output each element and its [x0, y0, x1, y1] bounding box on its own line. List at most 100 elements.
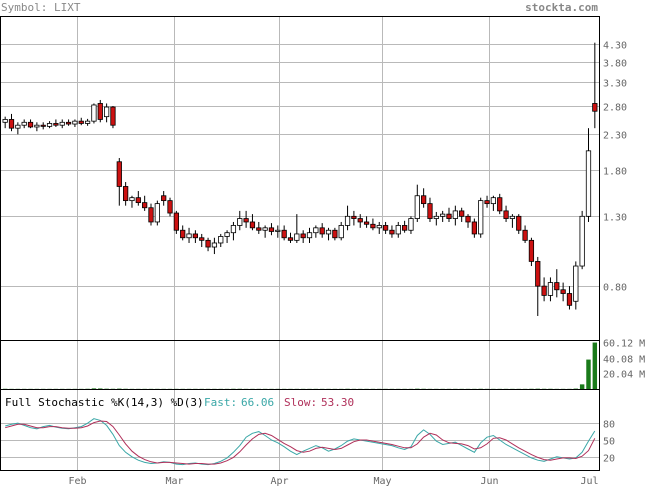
candle-body	[395, 225, 401, 235]
candle-body	[382, 225, 389, 231]
month-label-mar: Mar	[165, 476, 183, 486]
candle-body	[15, 124, 21, 129]
candle-body	[192, 233, 199, 239]
candle-body	[370, 223, 376, 229]
candle-body	[281, 229, 287, 239]
candle-body	[256, 227, 262, 231]
candle-body	[414, 195, 420, 219]
volume-bar	[415, 388, 420, 390]
candle-body	[2, 119, 8, 123]
candle-body	[142, 202, 148, 209]
price-tick-label: 2.30	[603, 131, 627, 142]
month-label-apr: Apr	[270, 476, 288, 486]
candle-body	[59, 121, 65, 126]
candle-body	[84, 120, 91, 124]
candle-body	[199, 237, 205, 241]
candle-body	[503, 210, 509, 219]
brand-label[interactable]: stockta.com	[525, 1, 598, 14]
price-tick-label: 3.30	[603, 79, 627, 90]
month-label-feb: Feb	[68, 476, 86, 486]
candle-body	[363, 221, 370, 225]
candle-body	[249, 221, 256, 229]
price-tick-label: 1.30	[603, 213, 627, 224]
volume-bar	[579, 384, 585, 389]
volume-bars	[2, 342, 598, 390]
price-tick-label: 0.80	[603, 283, 627, 294]
candle-body	[446, 213, 452, 219]
candle-body	[357, 218, 363, 223]
candle-body	[319, 227, 325, 235]
fast-value: 66.06	[241, 396, 274, 409]
candle-body	[497, 197, 503, 212]
candle-body	[344, 215, 351, 226]
candle-body	[154, 203, 160, 223]
candle-body	[528, 239, 535, 262]
slow-value: 53.30	[321, 396, 354, 409]
price-panel-border	[0, 16, 600, 341]
volume-tick-label: 40.08 M	[603, 355, 645, 366]
candle-body	[262, 227, 268, 231]
candle-body	[72, 120, 78, 125]
stochastic-tick-label: 50	[603, 437, 615, 448]
month-label-jun: Jun	[480, 476, 498, 486]
volume-tick-label: 20.04 M	[603, 370, 645, 381]
candle-body	[161, 195, 167, 202]
grid	[1, 17, 599, 470]
volume-bar	[98, 388, 103, 389]
candle-body	[471, 221, 477, 235]
candle-body	[78, 120, 84, 124]
candle-body	[129, 197, 135, 202]
stochastic-tick-label: 80	[603, 420, 615, 431]
candle-body	[535, 261, 541, 287]
candle-body	[516, 215, 522, 231]
axis-labels: Feb Mar Apr May Jun Jul 4.30 3.80 3.30 2.80 2.30 1.…	[68, 41, 645, 486]
price-tick-label: 2.80	[603, 103, 627, 114]
candle-body	[592, 103, 598, 112]
candle-body	[205, 239, 211, 248]
candle-body	[465, 215, 471, 223]
volume-tick-label: 60.12 M	[603, 339, 645, 350]
candle-body	[65, 121, 72, 125]
candle-body	[351, 215, 357, 219]
volume-bar	[535, 388, 540, 390]
candle-body	[110, 106, 116, 126]
candle-body	[300, 233, 306, 239]
candle-body	[173, 212, 179, 231]
candle-body	[21, 121, 27, 126]
candle-body	[91, 104, 97, 122]
candle-body	[148, 207, 154, 223]
candle-body	[180, 229, 186, 239]
candle-body	[522, 229, 528, 241]
candle-body	[40, 124, 46, 127]
month-label-may: May	[373, 476, 391, 486]
volume-bar	[91, 388, 97, 389]
candle-body	[484, 200, 490, 205]
candle-body	[389, 229, 395, 235]
candle-body	[116, 161, 122, 187]
candle-body	[287, 237, 294, 241]
candle-body	[103, 106, 110, 118]
candle-body	[459, 210, 465, 217]
candle-body	[268, 227, 275, 232]
candle-body	[135, 197, 141, 204]
candle-body	[97, 103, 103, 120]
month-label-jul: Jul	[580, 476, 598, 486]
candle-body	[123, 186, 129, 202]
symbol-label: Symbol: LIXT	[1, 1, 81, 14]
candle-body	[490, 197, 497, 205]
candle-body	[452, 210, 458, 219]
candle-body	[421, 195, 427, 205]
candle-body	[275, 229, 281, 232]
candle-body	[46, 123, 53, 127]
volume-bar	[117, 388, 122, 390]
candle-body	[541, 285, 547, 296]
stochastic-title: Full Stochastic %K(14,3) %D(3)	[5, 396, 204, 409]
candle-body	[509, 215, 516, 219]
stochastic-panel-border	[0, 389, 600, 471]
candle-body	[573, 265, 579, 302]
candle-body	[313, 227, 319, 234]
candle-body	[27, 121, 34, 128]
candle-body	[554, 282, 560, 291]
volume-panel-border	[0, 340, 600, 390]
